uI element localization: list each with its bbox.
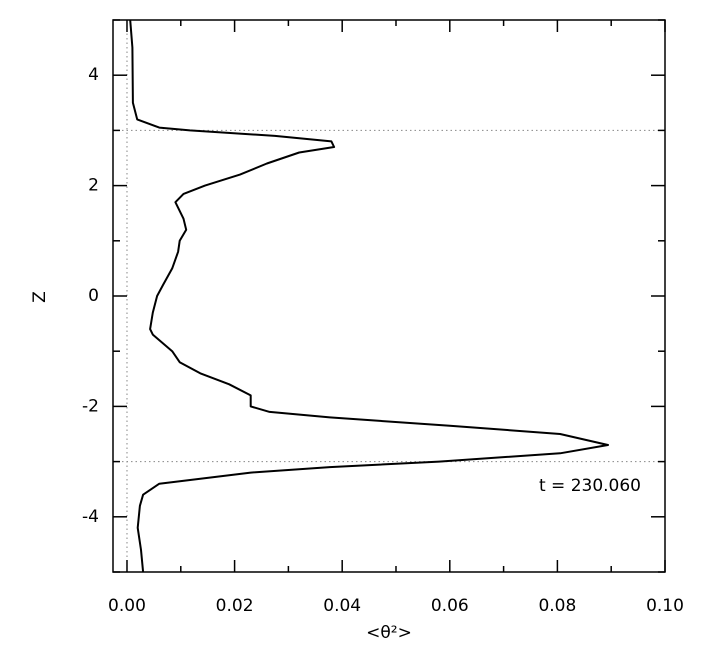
annotation: t = 230.060 (539, 476, 641, 496)
profile-line (129, 19, 609, 573)
y-axis-label: Z (30, 291, 50, 303)
x-axis-label: <θ²> (366, 623, 412, 643)
y-tick-label: 4 (88, 65, 99, 85)
y-tick-label: -2 (82, 396, 99, 416)
x-tick-label: 0.06 (431, 596, 469, 616)
x-tick-label: 0.08 (538, 596, 576, 616)
x-tick-label: 0.10 (646, 596, 684, 616)
x-tick-label: 0.02 (216, 596, 254, 616)
y-tick-label: -4 (82, 507, 99, 527)
y-tick-label: 2 (88, 176, 99, 196)
x-tick-label: 0.00 (108, 596, 146, 616)
y-tick-label: 0 (88, 286, 99, 306)
x-tick-label: 0.04 (323, 596, 361, 616)
